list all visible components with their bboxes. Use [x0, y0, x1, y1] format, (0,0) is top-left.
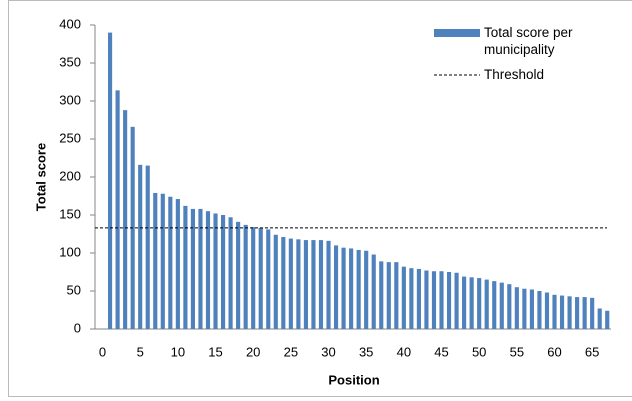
bar: [145, 165, 150, 329]
bar: [454, 272, 459, 329]
bar: [220, 215, 226, 329]
bar: [552, 294, 557, 329]
bar: [544, 292, 550, 329]
legend-swatch: [434, 29, 480, 37]
bar: [477, 278, 482, 329]
bar: [522, 288, 527, 329]
bar: [198, 208, 203, 329]
bar: [281, 237, 286, 329]
bar: [168, 196, 173, 329]
bar: [492, 281, 497, 329]
bar: [175, 199, 180, 329]
x-tick-label: 55: [510, 344, 524, 359]
y-tick-label: 300: [59, 92, 81, 107]
x-tick-label: 0: [99, 344, 106, 359]
bar: [431, 271, 437, 329]
y-tick-label: 200: [59, 168, 81, 183]
y-tick-label: 400: [59, 16, 81, 31]
y-tick-label: 150: [59, 206, 81, 221]
bar: [190, 208, 195, 329]
x-axis-title: Position: [328, 372, 379, 387]
bar: [153, 192, 158, 329]
x-tick-label: 15: [208, 344, 222, 359]
x-tick-label: 60: [547, 344, 561, 359]
bar: [213, 213, 218, 329]
x-tick-label: 45: [434, 344, 448, 359]
bar: [243, 224, 248, 329]
bar: [537, 291, 542, 329]
x-tick-label: 50: [472, 344, 486, 359]
bar: [138, 164, 143, 329]
bar: [401, 266, 406, 329]
bar: [469, 277, 474, 329]
bar: [288, 238, 293, 329]
bar: [597, 308, 602, 329]
bar: [499, 282, 504, 329]
x-tick-label: 10: [171, 344, 185, 359]
x-tick-label: 35: [359, 344, 373, 359]
bar: [273, 234, 278, 329]
bar: [424, 270, 429, 329]
bar: [559, 295, 565, 329]
bar: [266, 229, 271, 329]
bar: [590, 297, 595, 329]
bar: [205, 211, 211, 329]
bar: [311, 240, 316, 329]
bar: [183, 205, 188, 329]
bar: [439, 271, 444, 329]
bar: [303, 240, 308, 329]
bar: [160, 193, 165, 329]
bar: [484, 279, 489, 329]
bar: [462, 276, 467, 329]
bar: [582, 297, 587, 329]
bar: [409, 268, 414, 329]
y-tick-label: 100: [59, 244, 81, 259]
legend-label: Threshold: [484, 67, 545, 82]
bar: [258, 227, 263, 329]
bar: [296, 239, 301, 329]
bar: [416, 268, 421, 329]
bar: [251, 227, 256, 329]
bar: [356, 249, 361, 329]
y-tick-label: 350: [59, 54, 81, 69]
bar: [575, 297, 580, 329]
bar: [371, 254, 376, 329]
bar: [379, 261, 384, 329]
y-tick-label: 250: [59, 130, 81, 145]
bar: [349, 248, 354, 329]
x-tick-label: 40: [397, 344, 411, 359]
bar: [107, 32, 113, 329]
bar: [326, 240, 331, 329]
x-tick-label: 65: [585, 344, 599, 359]
bar: [514, 287, 519, 329]
bar: [529, 289, 534, 329]
bar: [228, 217, 233, 329]
x-tick-label: 25: [284, 344, 298, 359]
x-tick-label: 5: [137, 344, 144, 359]
x-tick-label: 30: [321, 344, 335, 359]
legend-label: Total score per municipality: [484, 25, 573, 57]
bar: [605, 310, 610, 329]
bar: [236, 221, 241, 329]
bar: [333, 245, 339, 329]
bar: [394, 262, 399, 329]
y-tick-label: 0: [74, 320, 81, 335]
bar: [364, 250, 369, 329]
bar: [341, 247, 346, 329]
bar: [115, 90, 120, 329]
x-tick-label: 20: [246, 344, 260, 359]
bar: [318, 240, 324, 329]
bar: [567, 296, 572, 329]
y-axis-title: Total score: [33, 143, 48, 211]
bar: [507, 284, 512, 329]
bar: [123, 110, 128, 330]
y-tick-label: 50: [67, 282, 81, 297]
bar: [446, 272, 452, 329]
chart-frame: [8, 0, 632, 397]
bar: [386, 262, 391, 329]
